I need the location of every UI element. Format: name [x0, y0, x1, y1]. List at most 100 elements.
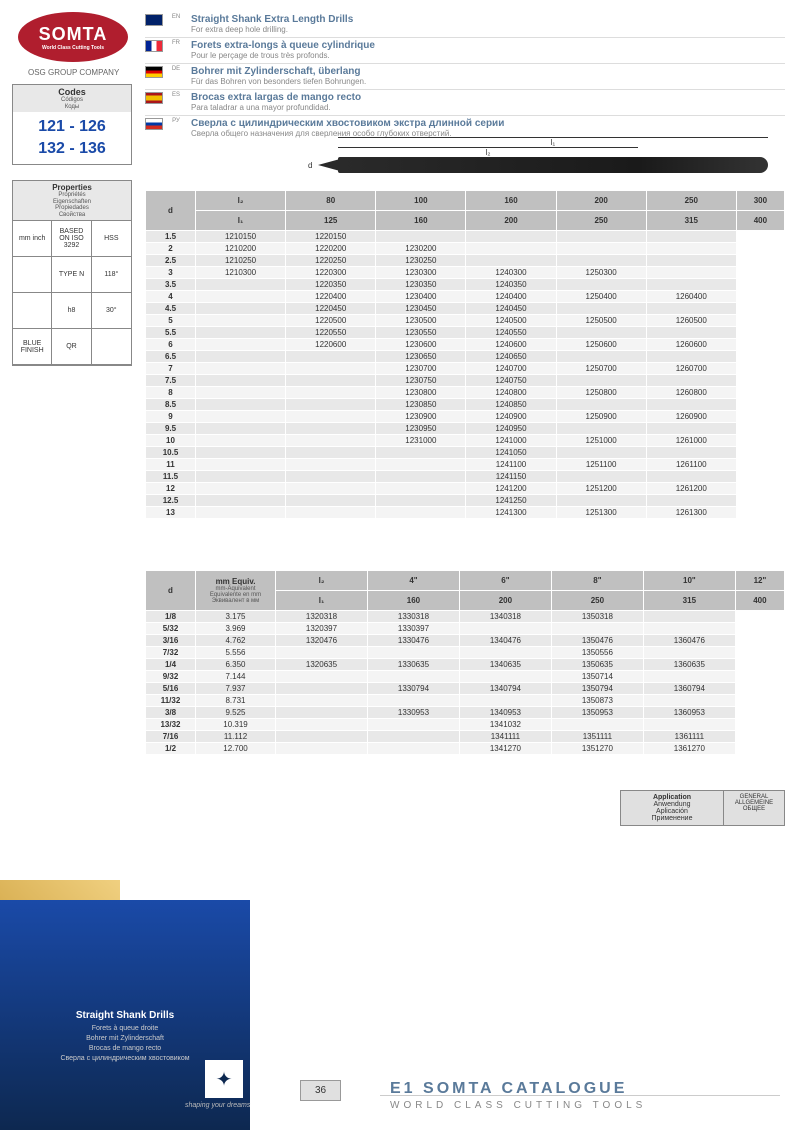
application-label: Application Anwendung Aplicación Примене…: [621, 791, 724, 825]
application-box: Application Anwendung Aplicación Примене…: [620, 790, 785, 826]
property-cell: mm inch: [13, 221, 52, 257]
dim-l2: l₂: [338, 147, 638, 157]
table-row: 5.5122055012305501240550: [146, 327, 785, 339]
lang-code: РУ: [167, 118, 185, 124]
catalogue-subtitle: WORLD CLASS CUTTING TOOLS: [390, 1100, 646, 1111]
table-row: 7/1611.112134111113511111361111: [146, 731, 785, 743]
table-row: 2121020012202001230200: [146, 243, 785, 255]
drill-diagram: l₁ l₂ d: [310, 135, 770, 185]
property-cell: BLUE FINISH: [13, 329, 52, 365]
table-row: 2.5121025012202501230250: [146, 255, 785, 267]
lang-row: DE Bohrer mit Zylinderschaft, überlangFür…: [145, 64, 785, 90]
table-row: 101231000124100012510001261000: [146, 435, 785, 447]
table-row: 71230700124070012507001260700: [146, 363, 785, 375]
table-row: 1/212.700134127013512701361270: [146, 743, 785, 755]
group-company: OSG GROUP COMPANY: [28, 68, 119, 77]
table-row: 8.512308501240850: [146, 399, 785, 411]
table-row: 612206001230600124060012506001260600: [146, 339, 785, 351]
page-number: 36: [300, 1080, 341, 1101]
code-range-2: 132 - 136: [17, 138, 127, 160]
brand-logo: SOMTA World Class Cutting Tools: [18, 12, 128, 62]
inch-table: dmm Equiv.mm-ÄquivalentEquivalente en mm…: [145, 570, 785, 755]
lang-title: Bohrer mit Zylinderschaft, überlang: [191, 66, 366, 77]
table-row: 81230800124080012508001260800: [146, 387, 785, 399]
table-row: 4.5122045012304501240450: [146, 303, 785, 315]
table-row: 5/167.9371330794134079413507941360794: [146, 683, 785, 695]
table-row: 11.51241150: [146, 471, 785, 483]
property-cell: TYPE N: [52, 257, 91, 293]
catalogue-page: SOMTA World Class Cutting Tools OSG GROU…: [0, 0, 800, 1132]
lang-desc: Pour le perçage de trous très profonds.: [191, 51, 375, 60]
codes-values: 121 - 126 132 - 136: [13, 112, 131, 164]
table-row: 11124110012511001261100: [146, 459, 785, 471]
lang-title: Straight Shank Extra Length Drills: [191, 14, 353, 25]
table-row: 10.51241050: [146, 447, 785, 459]
flag-icon: [145, 118, 163, 130]
table-row: 5/323.96913203971330397: [146, 623, 785, 635]
catalogue-title: E1 SOMTA CATALOGUE: [390, 1080, 627, 1098]
property-cell: QR: [52, 329, 91, 365]
drill-tip: [318, 159, 340, 171]
property-cell: [92, 329, 131, 365]
property-cell: 118°: [92, 257, 131, 293]
osg-logo-icon: ✦: [205, 1060, 243, 1098]
codes-sub: Códigos Коды: [13, 97, 131, 112]
lang-row: FR Forets extra-longs à queue cylindrique…: [145, 38, 785, 64]
property-cell: 30°: [92, 293, 131, 329]
properties-header: Properties Propriétés Eigenschaften Prop…: [13, 181, 131, 221]
properties-grid: mm inchBASED ON ISO 3292HSSTYPE N118°h83…: [13, 221, 131, 365]
metric-table: dl₂80100160200250300l₁125160200250315400…: [145, 190, 785, 519]
table-row: 1/83.1751320318133031813403181350318: [146, 611, 785, 623]
drill-body: [338, 157, 768, 173]
properties-box: Properties Propriétés Eigenschaften Prop…: [12, 180, 132, 366]
lang-desc: Para taladrar a una mayor profundidad.: [191, 103, 361, 112]
table-row: 9/327.1441350714: [146, 671, 785, 683]
lang-row: ES Brocas extra largas de mango rectoPara…: [145, 90, 785, 116]
language-block: EN Straight Shank Extra Length DrillsFor …: [145, 12, 785, 141]
property-cell: [13, 257, 52, 293]
table-row: 13/3210.3191341032: [146, 719, 785, 731]
lang-code: DE: [167, 66, 185, 72]
property-cell: HSS: [92, 221, 131, 257]
tagline: shaping your dreams: [185, 1102, 250, 1109]
table-row: 12124120012512001261200: [146, 483, 785, 495]
table-row: 3/89.5251330953134095313509531360953: [146, 707, 785, 719]
lang-code: FR: [167, 40, 185, 46]
dim-d: d: [308, 161, 312, 170]
table-row: 13124130012513001261300: [146, 507, 785, 519]
codes-box: Codes Códigos Коды 121 - 126 132 - 136: [12, 84, 132, 165]
table-row: 1/46.35013206351330635134063513506351360…: [146, 659, 785, 671]
lang-title: Forets extra-longs à queue cylindrique: [191, 40, 375, 51]
lang-code: EN: [167, 14, 185, 20]
table-row: 3.5122035012303501240350: [146, 279, 785, 291]
flag-icon: [145, 66, 163, 78]
table-row: 312103001220300123030012403001250300: [146, 267, 785, 279]
brand-name: SOMTA: [39, 24, 108, 45]
table-row: 6.512306501240650: [146, 351, 785, 363]
property-cell: BASED ON ISO 3292: [52, 221, 91, 257]
property-cell: h8: [52, 293, 91, 329]
table-row: 12.51241250: [146, 495, 785, 507]
lang-row: EN Straight Shank Extra Length DrillsFor …: [145, 12, 785, 38]
table-row: 7.512307501240750: [146, 375, 785, 387]
codes-header: Codes: [13, 85, 131, 97]
table-row: 1.512101501220150: [146, 231, 785, 243]
dim-l1: l₁: [338, 137, 768, 147]
table-row: 512205001230500124050012505001260500: [146, 315, 785, 327]
table-row: 11/328.7311350873: [146, 695, 785, 707]
lang-desc: Für das Bohren von besonders tiefen Bohr…: [191, 77, 366, 86]
flag-icon: [145, 40, 163, 52]
table-row: 3/164.7621320476133047613404761350476136…: [146, 635, 785, 647]
table-row: 7/325.5561350556: [146, 647, 785, 659]
lang-title: Brocas extra largas de mango recto: [191, 92, 361, 103]
lang-code: ES: [167, 92, 185, 98]
lang-title: Сверла с цилиндрическим хвостовиком экст…: [191, 118, 504, 129]
brand-slogan: World Class Cutting Tools: [42, 45, 104, 51]
lang-desc: For extra deep hole drilling.: [191, 25, 353, 34]
flag-icon: [145, 14, 163, 26]
application-value: GENERAL ALLGEMEINE ОБЩЕЕ: [724, 791, 784, 825]
table-row: 9.512309501240950: [146, 423, 785, 435]
flag-icon: [145, 92, 163, 104]
table-row: 91230900124090012509001260900: [146, 411, 785, 423]
table-row: 412204001230400124040012504001260400: [146, 291, 785, 303]
